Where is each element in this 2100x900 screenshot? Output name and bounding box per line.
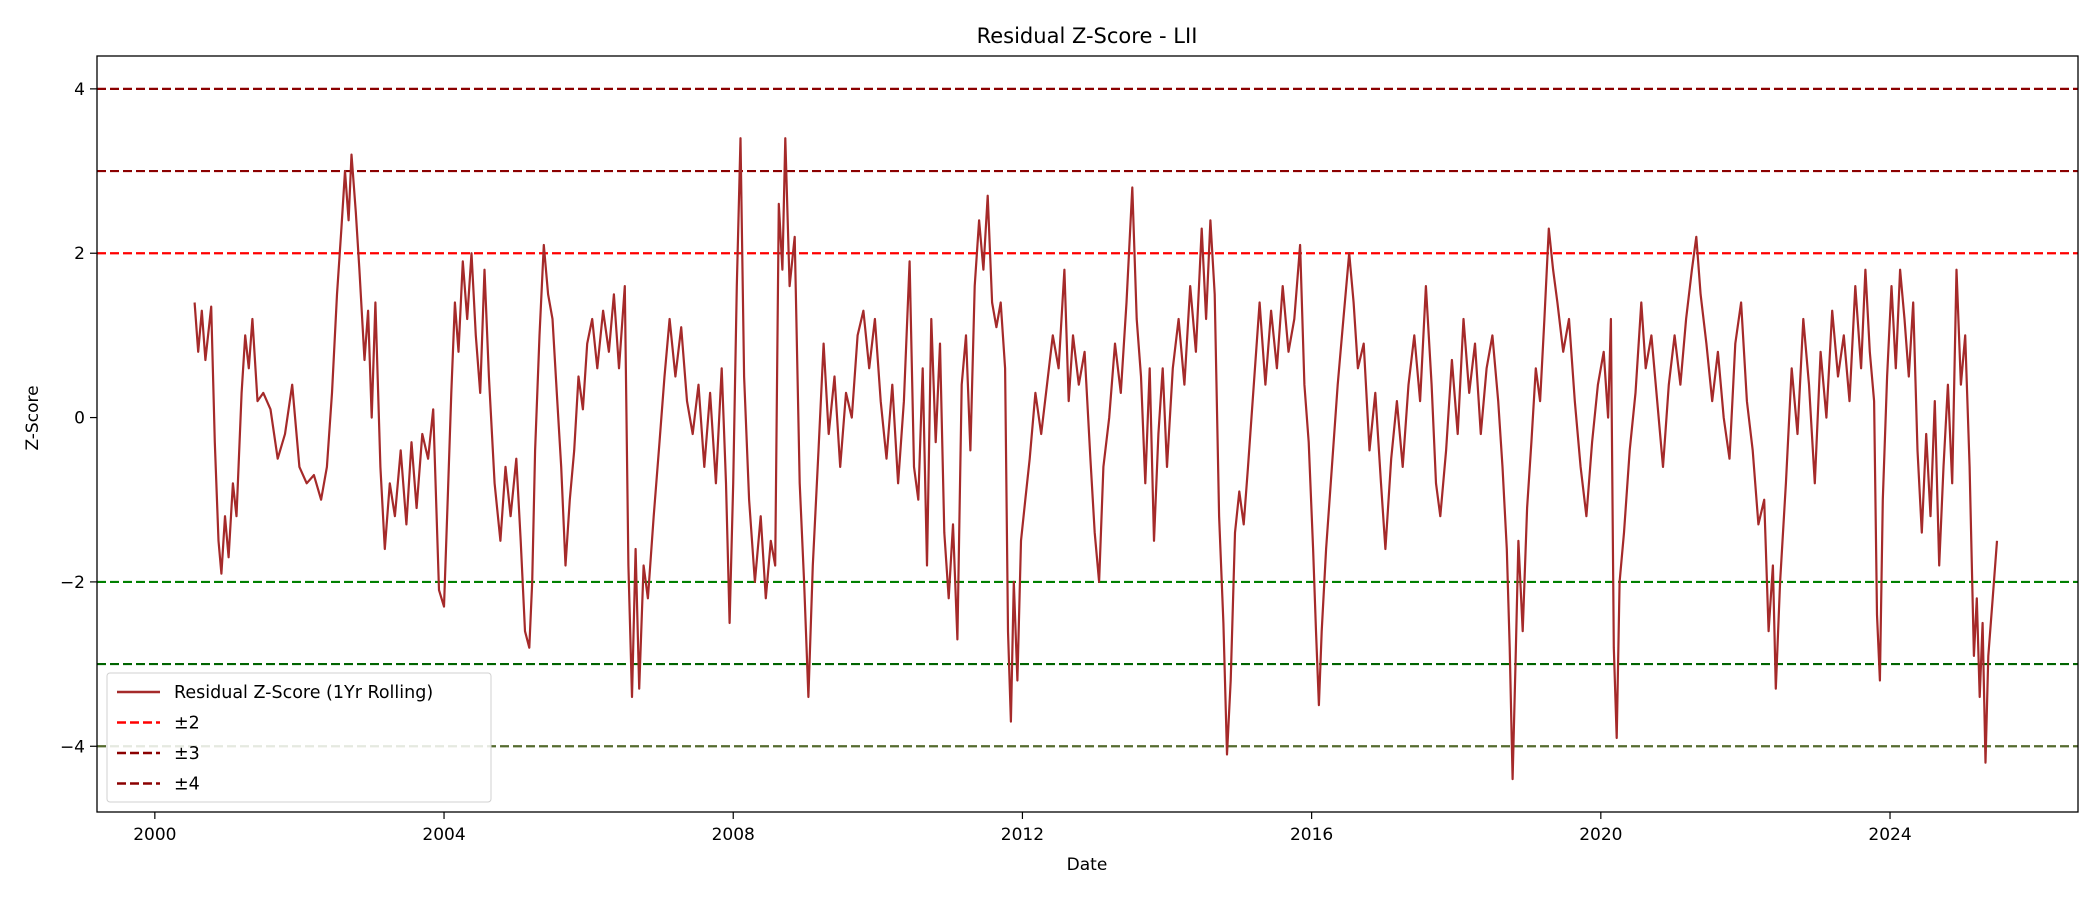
series-line-1 (193, 137, 1999, 781)
y-tick-label: 2 (74, 244, 85, 264)
y-tick-label: 0 (74, 409, 85, 429)
legend: Residual Z-Score (1Yr Rolling) ±2 ±3 ±4 (106, 672, 492, 803)
x-tick-label: 2008 (712, 825, 755, 845)
legend-box (106, 672, 492, 803)
y-tick-label: −4 (60, 737, 85, 757)
chart-title: Residual Z-Score - LII (977, 24, 1198, 48)
legend-label-1: Residual Z-Score (1Yr Rolling) (174, 683, 433, 703)
y-tick-label: 4 (74, 80, 85, 100)
plot-frame (96, 55, 2079, 813)
x-tick-label: 2012 (1001, 825, 1044, 845)
x-tick-label: 2020 (1579, 825, 1622, 845)
y-tick-label: −2 (60, 573, 85, 593)
legend-label-3: ±3 (174, 744, 200, 764)
legend-label-2: ±2 (174, 714, 200, 734)
series-layer (193, 137, 1999, 781)
x-tick-label: 2016 (1290, 825, 1333, 845)
legend-label-4: ±4 (174, 775, 200, 795)
axis-ticks: 2000 2004 2008 2012 2016 2020 2024 −4 −2 0 2 4 (60, 80, 1912, 845)
x-tick-label: 2024 (1868, 825, 1911, 845)
x-tick-label: 2004 (422, 825, 465, 845)
x-tick-label: 2000 (133, 825, 176, 845)
x-axis-label: Date (1067, 855, 1108, 875)
y-axis-label: Z-Score (23, 385, 43, 450)
